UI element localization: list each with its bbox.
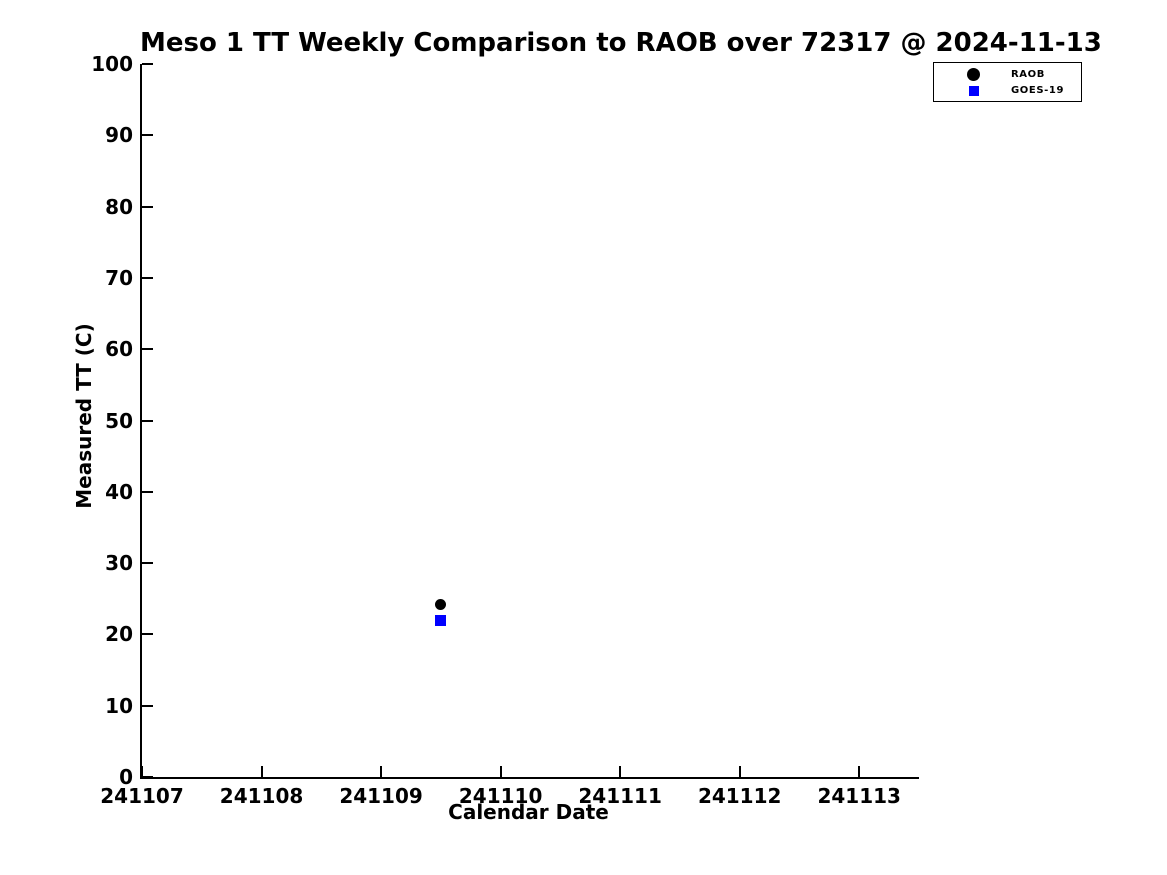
y-tick-label: 70 [105,265,133,290]
y-tick [142,776,153,778]
x-tick-label: 241111 [578,784,662,808]
x-tick [499,766,502,777]
legend: RAOB GOES-19 [933,62,1082,102]
x-tick-label: 241110 [458,784,543,808]
y-tick-label: 20 [105,622,133,647]
legend-item-raob: RAOB [934,67,1081,81]
y-tick-label: 40 [105,479,133,504]
y-tick [142,704,153,707]
y-tick-label: 0 [119,765,133,789]
x-tick-label: 241107 [100,784,184,808]
x-tick [619,766,622,777]
raob-circle-marker-icon [967,67,980,81]
x-tick [738,766,741,777]
y-tick [142,276,153,279]
legend-label-goes19: GOES-19 [1011,85,1065,97]
x-tick-label: 241112 [697,784,782,808]
x-axis-label: Calendar Date [448,800,609,824]
y-tick [142,419,153,422]
y-tick-label: 60 [105,337,133,362]
x-tick-label: 241109 [339,784,423,808]
legend-label-raob: RAOB [1011,68,1045,80]
y-tick [142,633,153,636]
y-tick-label: 50 [105,408,133,433]
y-tick-label: 100 [91,52,133,76]
y-tick-label: 90 [105,123,133,148]
y-tick-label: 30 [105,551,133,576]
x-tick [260,766,263,777]
y-tick [142,562,153,565]
data-point-goes-19 [435,615,447,627]
plot-area: 241107 241108 241109 241110 241111 241112 2411… [91,52,919,808]
x-tick [858,766,861,777]
y-tick [142,205,153,208]
y-tick [142,348,153,351]
y-tick [142,134,153,137]
data-point-raob [435,598,447,610]
chart-title: Meso 1 TT Weekly Comparison to RAOB over… [140,28,1102,58]
goes19-square-marker-icon [968,85,979,96]
y-tick-label: 10 [105,693,133,718]
x-tick [380,766,383,777]
x-tick [141,766,143,777]
legend-item-goes19: GOES-19 [934,85,1081,96]
x-tick-label: 241113 [817,784,901,808]
y-tick [142,490,153,493]
y-tick-label: 80 [105,194,133,219]
y-tick [142,63,153,65]
x-tick-label: 241108 [219,784,304,808]
